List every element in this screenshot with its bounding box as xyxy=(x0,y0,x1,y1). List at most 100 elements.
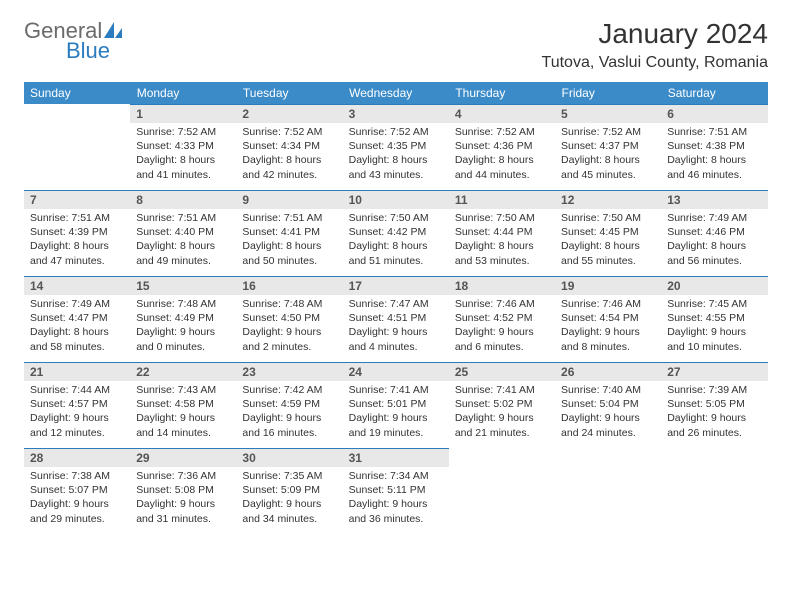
day-info: Sunrise: 7:49 AMSunset: 4:47 PMDaylight:… xyxy=(24,295,130,358)
col-tuesday: Tuesday xyxy=(236,82,342,104)
day-number: 27 xyxy=(661,362,767,381)
day-number: 24 xyxy=(343,362,449,381)
sunset-text: Sunset: 4:37 PM xyxy=(561,139,655,153)
col-sunday: Sunday xyxy=(24,82,130,104)
day-cell: 11Sunrise: 7:50 AMSunset: 4:44 PMDayligh… xyxy=(449,190,555,276)
day-cell: 4Sunrise: 7:52 AMSunset: 4:36 PMDaylight… xyxy=(449,104,555,190)
day-cell: 14Sunrise: 7:49 AMSunset: 4:47 PMDayligh… xyxy=(24,276,130,362)
sunset-text: Sunset: 4:52 PM xyxy=(455,311,549,325)
sunset-text: Sunset: 4:51 PM xyxy=(349,311,443,325)
day-cell xyxy=(661,448,767,534)
day-number: 6 xyxy=(661,104,767,123)
day-cell: 22Sunrise: 7:43 AMSunset: 4:58 PMDayligh… xyxy=(130,362,236,448)
sunrise-text: Sunrise: 7:45 AM xyxy=(667,297,761,311)
daylight-text: Daylight: 8 hours and 58 minutes. xyxy=(30,325,124,353)
sunset-text: Sunset: 4:40 PM xyxy=(136,225,230,239)
sunset-text: Sunset: 4:33 PM xyxy=(136,139,230,153)
day-cell: 13Sunrise: 7:49 AMSunset: 4:46 PMDayligh… xyxy=(661,190,767,276)
sunset-text: Sunset: 4:41 PM xyxy=(242,225,336,239)
sunset-text: Sunset: 4:55 PM xyxy=(667,311,761,325)
day-number: 15 xyxy=(130,276,236,295)
daylight-text: Daylight: 8 hours and 47 minutes. xyxy=(30,239,124,267)
day-number: 19 xyxy=(555,276,661,295)
day-cell: 25Sunrise: 7:41 AMSunset: 5:02 PMDayligh… xyxy=(449,362,555,448)
day-number: 3 xyxy=(343,104,449,123)
logo: General Blue xyxy=(24,18,134,62)
header: General Blue January 2024 Tutova, Vaslui… xyxy=(24,18,768,72)
sunrise-text: Sunrise: 7:46 AM xyxy=(455,297,549,311)
sunset-text: Sunset: 4:35 PM xyxy=(349,139,443,153)
daylight-text: Daylight: 9 hours and 0 minutes. xyxy=(136,325,230,353)
daylight-text: Daylight: 9 hours and 36 minutes. xyxy=(349,497,443,525)
day-info: Sunrise: 7:50 AMSunset: 4:44 PMDaylight:… xyxy=(449,209,555,272)
sunrise-text: Sunrise: 7:49 AM xyxy=(667,211,761,225)
daylight-text: Daylight: 9 hours and 24 minutes. xyxy=(561,411,655,439)
sunrise-text: Sunrise: 7:35 AM xyxy=(242,469,336,483)
day-cell: 31Sunrise: 7:34 AMSunset: 5:11 PMDayligh… xyxy=(343,448,449,534)
daylight-text: Daylight: 8 hours and 41 minutes. xyxy=(136,153,230,181)
col-wednesday: Wednesday xyxy=(343,82,449,104)
sunrise-text: Sunrise: 7:40 AM xyxy=(561,383,655,397)
daylight-text: Daylight: 8 hours and 56 minutes. xyxy=(667,239,761,267)
day-info: Sunrise: 7:48 AMSunset: 4:49 PMDaylight:… xyxy=(130,295,236,358)
daylight-text: Daylight: 8 hours and 49 minutes. xyxy=(136,239,230,267)
daylight-text: Daylight: 8 hours and 42 minutes. xyxy=(242,153,336,181)
sunrise-text: Sunrise: 7:50 AM xyxy=(349,211,443,225)
daylight-text: Daylight: 9 hours and 21 minutes. xyxy=(455,411,549,439)
week-row: 1Sunrise: 7:52 AMSunset: 4:33 PMDaylight… xyxy=(24,104,768,190)
sunrise-text: Sunrise: 7:52 AM xyxy=(349,125,443,139)
day-cell: 19Sunrise: 7:46 AMSunset: 4:54 PMDayligh… xyxy=(555,276,661,362)
daylight-text: Daylight: 8 hours and 51 minutes. xyxy=(349,239,443,267)
daylight-text: Daylight: 8 hours and 45 minutes. xyxy=(561,153,655,181)
day-cell: 17Sunrise: 7:47 AMSunset: 4:51 PMDayligh… xyxy=(343,276,449,362)
day-number: 28 xyxy=(24,448,130,467)
day-info: Sunrise: 7:43 AMSunset: 4:58 PMDaylight:… xyxy=(130,381,236,444)
day-number: 23 xyxy=(236,362,342,381)
sunset-text: Sunset: 5:05 PM xyxy=(667,397,761,411)
day-info: Sunrise: 7:48 AMSunset: 4:50 PMDaylight:… xyxy=(236,295,342,358)
daylight-text: Daylight: 8 hours and 53 minutes. xyxy=(455,239,549,267)
sunrise-text: Sunrise: 7:43 AM xyxy=(136,383,230,397)
day-number: 2 xyxy=(236,104,342,123)
sunrise-text: Sunrise: 7:47 AM xyxy=(349,297,443,311)
sunrise-text: Sunrise: 7:41 AM xyxy=(455,383,549,397)
daylight-text: Daylight: 8 hours and 43 minutes. xyxy=(349,153,443,181)
day-info: Sunrise: 7:47 AMSunset: 4:51 PMDaylight:… xyxy=(343,295,449,358)
day-cell: 1Sunrise: 7:52 AMSunset: 4:33 PMDaylight… xyxy=(130,104,236,190)
day-number: 20 xyxy=(661,276,767,295)
day-cell: 10Sunrise: 7:50 AMSunset: 4:42 PMDayligh… xyxy=(343,190,449,276)
sunset-text: Sunset: 4:44 PM xyxy=(455,225,549,239)
week-row: 7Sunrise: 7:51 AMSunset: 4:39 PMDaylight… xyxy=(24,190,768,276)
sunrise-text: Sunrise: 7:50 AM xyxy=(455,211,549,225)
day-info: Sunrise: 7:52 AMSunset: 4:36 PMDaylight:… xyxy=(449,123,555,186)
day-number: 5 xyxy=(555,104,661,123)
sunset-text: Sunset: 5:09 PM xyxy=(242,483,336,497)
day-info: Sunrise: 7:39 AMSunset: 5:05 PMDaylight:… xyxy=(661,381,767,444)
day-cell: 26Sunrise: 7:40 AMSunset: 5:04 PMDayligh… xyxy=(555,362,661,448)
day-cell: 24Sunrise: 7:41 AMSunset: 5:01 PMDayligh… xyxy=(343,362,449,448)
day-cell: 23Sunrise: 7:42 AMSunset: 4:59 PMDayligh… xyxy=(236,362,342,448)
day-info: Sunrise: 7:50 AMSunset: 4:42 PMDaylight:… xyxy=(343,209,449,272)
daylight-text: Daylight: 9 hours and 34 minutes. xyxy=(242,497,336,525)
day-cell: 20Sunrise: 7:45 AMSunset: 4:55 PMDayligh… xyxy=(661,276,767,362)
col-saturday: Saturday xyxy=(661,82,767,104)
day-info: Sunrise: 7:52 AMSunset: 4:33 PMDaylight:… xyxy=(130,123,236,186)
sunset-text: Sunset: 4:50 PM xyxy=(242,311,336,325)
header-row: Sunday Monday Tuesday Wednesday Thursday… xyxy=(24,82,768,104)
sunset-text: Sunset: 4:57 PM xyxy=(30,397,124,411)
daylight-text: Daylight: 9 hours and 29 minutes. xyxy=(30,497,124,525)
col-monday: Monday xyxy=(130,82,236,104)
day-info: Sunrise: 7:38 AMSunset: 5:07 PMDaylight:… xyxy=(24,467,130,530)
sunset-text: Sunset: 5:08 PM xyxy=(136,483,230,497)
sunrise-text: Sunrise: 7:48 AM xyxy=(242,297,336,311)
col-thursday: Thursday xyxy=(449,82,555,104)
day-cell: 18Sunrise: 7:46 AMSunset: 4:52 PMDayligh… xyxy=(449,276,555,362)
day-info: Sunrise: 7:41 AMSunset: 5:01 PMDaylight:… xyxy=(343,381,449,444)
sunrise-text: Sunrise: 7:50 AM xyxy=(561,211,655,225)
sunset-text: Sunset: 4:59 PM xyxy=(242,397,336,411)
logo-sail-icon xyxy=(102,20,124,40)
sunset-text: Sunset: 4:38 PM xyxy=(667,139,761,153)
sunset-text: Sunset: 4:46 PM xyxy=(667,225,761,239)
week-row: 21Sunrise: 7:44 AMSunset: 4:57 PMDayligh… xyxy=(24,362,768,448)
day-cell: 9Sunrise: 7:51 AMSunset: 4:41 PMDaylight… xyxy=(236,190,342,276)
